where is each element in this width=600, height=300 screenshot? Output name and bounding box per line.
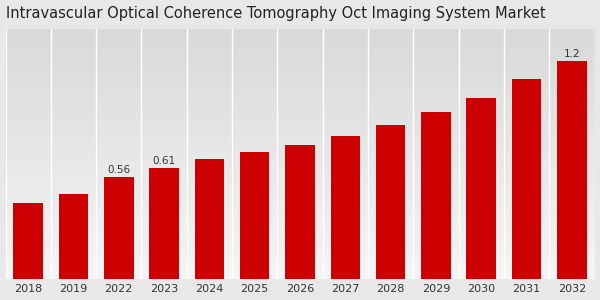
- Bar: [421, 112, 451, 279]
- Bar: [466, 98, 496, 279]
- Text: 0.56: 0.56: [107, 165, 130, 175]
- Bar: [240, 152, 269, 279]
- Bar: [557, 61, 587, 279]
- Text: 0.61: 0.61: [152, 156, 176, 166]
- Bar: [104, 177, 134, 279]
- Text: Intravascular Optical Coherence Tomography Oct Imaging System Market: Intravascular Optical Coherence Tomograp…: [5, 6, 545, 21]
- Bar: [149, 168, 179, 279]
- Bar: [59, 194, 88, 279]
- Bar: [331, 136, 360, 279]
- Bar: [13, 203, 43, 279]
- Bar: [194, 159, 224, 279]
- Text: 1.2: 1.2: [563, 49, 580, 58]
- Bar: [376, 125, 406, 279]
- Bar: [512, 80, 541, 279]
- Bar: [285, 145, 315, 279]
